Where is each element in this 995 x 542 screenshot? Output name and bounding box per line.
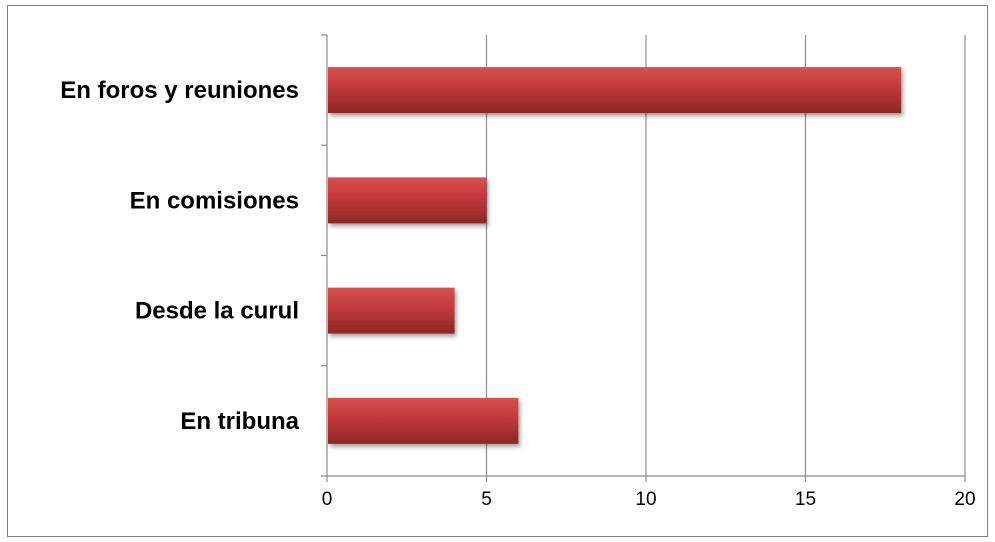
- category-label: En foros y reuniones: [60, 77, 299, 104]
- category-label: En comisiones: [130, 187, 299, 214]
- axes: [321, 34, 966, 482]
- x-tick-label: 10: [635, 489, 656, 510]
- bar-en-tribuna: [328, 397, 519, 444]
- category-label: Desde la curul: [135, 298, 299, 325]
- x-tick-label: 0: [322, 489, 333, 510]
- x-tick-label: 5: [481, 489, 492, 510]
- x-tick-labels: 0 5 10 15 20: [322, 489, 976, 510]
- x-tick-label: 15: [795, 489, 816, 510]
- bar-desde-la-curul: [328, 287, 455, 334]
- x-tick-label: 20: [954, 489, 975, 510]
- bars: [328, 67, 902, 444]
- bar-en-foros-y-reuniones: [328, 67, 902, 114]
- bar-en-comisiones: [328, 177, 487, 224]
- category-labels: En foros y reuniones En comisiones Desde l…: [60, 77, 299, 435]
- category-label: En tribuna: [180, 408, 299, 435]
